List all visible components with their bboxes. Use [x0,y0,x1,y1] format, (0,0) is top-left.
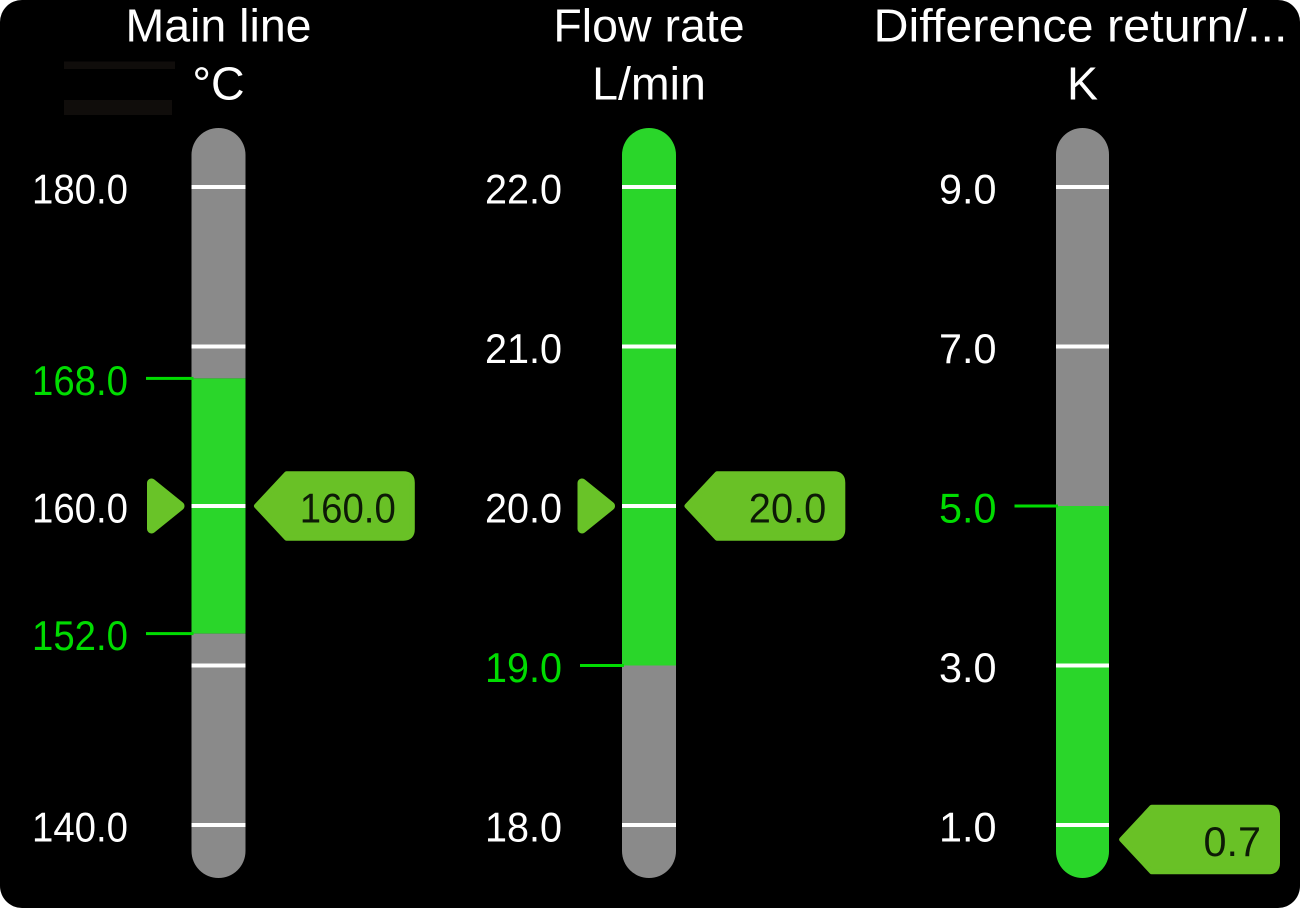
svg-text:160.0: 160.0 [32,485,128,532]
svg-text:152.0: 152.0 [32,612,128,659]
svg-text:20.0: 20.0 [485,485,562,532]
svg-text:1.0: 1.0 [939,804,997,851]
svg-text:Main line: Main line [125,0,311,52]
svg-text:Flow rate: Flow rate [553,0,744,52]
svg-text:9.0: 9.0 [939,166,997,213]
svg-text:0.7: 0.7 [1204,818,1262,865]
svg-text:19.0: 19.0 [485,644,562,691]
svg-text:160.0: 160.0 [300,485,396,532]
svg-text:22.0: 22.0 [485,166,562,213]
svg-text:Difference return/...: Difference return/... [874,0,1288,52]
svg-text:°C: °C [192,58,244,110]
svg-text:21.0: 21.0 [485,325,562,372]
svg-text:5.0: 5.0 [939,485,997,532]
svg-text:180.0: 180.0 [32,166,128,213]
svg-text:L/min: L/min [592,58,706,110]
svg-text:3.0: 3.0 [939,644,997,691]
svg-text:K: K [1067,58,1098,110]
svg-text:18.0: 18.0 [485,804,562,851]
svg-text:20.0: 20.0 [749,485,827,532]
svg-text:168.0: 168.0 [32,357,128,404]
svg-text:7.0: 7.0 [939,325,997,372]
svg-text:140.0: 140.0 [32,804,128,851]
